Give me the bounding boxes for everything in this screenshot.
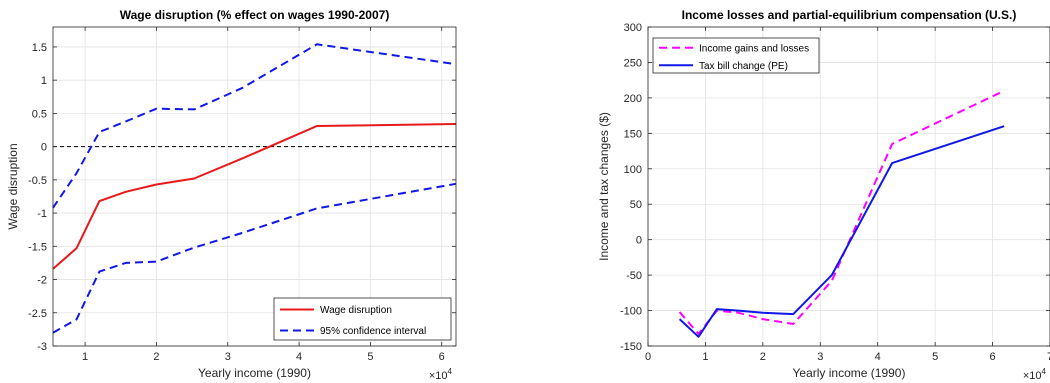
series-line-income-gains-and-losses bbox=[678, 89, 1005, 335]
y-tick-label: -2.5 bbox=[28, 308, 47, 320]
y-tick-label: -2 bbox=[37, 275, 47, 287]
y-tick-label: 300 bbox=[624, 22, 642, 34]
y-axis-label: Income and tax changes ($) bbox=[597, 112, 611, 261]
x-exponent-power: 4 bbox=[448, 367, 453, 376]
x-exponent-base: ×10 bbox=[1023, 370, 1042, 382]
legend-label-wage-disruption: Wage disruption bbox=[320, 305, 392, 316]
x-tick-label: 7 bbox=[1047, 351, 1050, 363]
y-tick-label: -0.5 bbox=[28, 175, 47, 187]
legend-box bbox=[652, 37, 820, 74]
x-tick-label: 4 bbox=[296, 351, 302, 363]
chart-title: Wage disruption (% effect on wages 1990-… bbox=[120, 8, 390, 22]
x-tick-label: 3 bbox=[817, 351, 823, 363]
x-tick-label: 6 bbox=[439, 351, 445, 363]
y-tick-label: 250 bbox=[624, 57, 642, 69]
x-tick-label: 2 bbox=[153, 351, 159, 363]
y-tick-label: 0 bbox=[41, 142, 47, 154]
tick-layer: 1 2 3 4 5 6 -3 -2.5 -2 -1.5 -1 -0.5 0 0.5 1 1.5 bbox=[28, 27, 456, 363]
legend-label-tax-bill: Tax bill change (PE) bbox=[699, 61, 788, 72]
legend: Wage disruption 95% confidence interval bbox=[273, 297, 452, 341]
series-layer bbox=[52, 43, 457, 334]
x-tick-label: 3 bbox=[225, 351, 231, 363]
series-line-tax-bill-change-pe bbox=[678, 125, 1005, 338]
y-tick-label: 200 bbox=[624, 93, 642, 105]
x-tick-label: 2 bbox=[760, 351, 766, 363]
y-tick-label: -1 bbox=[37, 208, 47, 220]
y-tick-label: 0 bbox=[636, 235, 642, 247]
legend: Income gains and losses Tax bill change … bbox=[652, 37, 820, 74]
x-tick-label: 1 bbox=[82, 351, 88, 363]
x-exponent-base: ×10 bbox=[429, 370, 448, 382]
plot-area bbox=[648, 27, 1050, 346]
y-axis-label: Wage disruption bbox=[6, 143, 20, 229]
y-tick-label: 1 bbox=[41, 75, 47, 87]
y-tick-label: 1.5 bbox=[32, 42, 47, 54]
x-axis-exponent: ×104 bbox=[429, 367, 453, 382]
y-tick-label: -3 bbox=[37, 341, 47, 353]
x-axis-label: Yearly income (1990) bbox=[793, 366, 906, 380]
x-tick-label: 4 bbox=[875, 351, 881, 363]
x-tick-label: 5 bbox=[932, 351, 938, 363]
x-tick-label: 6 bbox=[990, 351, 996, 363]
x-axis-label: Yearly income (1990) bbox=[198, 366, 311, 380]
axes-frame bbox=[647, 26, 1050, 347]
y-tick-label: 100 bbox=[624, 164, 642, 176]
y-tick-label: -1.5 bbox=[28, 241, 47, 253]
income-losses-chart: 0 1 2 3 4 5 6 7 -150 -100 -50 0 50 100 150 200 250 300 In… bbox=[597, 8, 1050, 382]
y-tick-label: -50 bbox=[626, 270, 642, 282]
wage-disruption-chart: 1 2 3 4 5 6 -3 -2.5 -2 -1.5 -1 -0.5 0 0.5 1 1.5 Wage di… bbox=[6, 8, 457, 382]
series-line-wage-disruption bbox=[52, 123, 457, 270]
x-tick-label: 1 bbox=[702, 351, 708, 363]
legend-box bbox=[273, 297, 452, 341]
y-tick-label: 50 bbox=[630, 199, 642, 211]
series-layer bbox=[678, 89, 1005, 338]
tick-layer: 0 1 2 3 4 5 6 7 -150 -100 -50 0 50 100 150 200 250 300 bbox=[620, 22, 1050, 363]
x-axis-exponent: ×104 bbox=[1023, 367, 1047, 382]
legend-label-income-gains: Income gains and losses bbox=[699, 43, 809, 54]
x-exponent-power: 4 bbox=[1042, 367, 1047, 376]
chart-title: Income losses and partial-equilibrium co… bbox=[682, 8, 1017, 22]
x-tick-label: 5 bbox=[367, 351, 373, 363]
x-tick-label: 0 bbox=[645, 351, 651, 363]
y-tick-label: -150 bbox=[620, 341, 642, 353]
series-line-confidence-interval-lower bbox=[52, 182, 457, 334]
y-tick-label: -100 bbox=[620, 306, 642, 318]
y-tick-label: 0.5 bbox=[32, 108, 47, 120]
series-line-95-confidence-interval bbox=[52, 43, 457, 209]
axes-frame bbox=[52, 26, 457, 347]
legend-label-confidence-interval: 95% confidence interval bbox=[320, 326, 426, 337]
y-tick-label: 150 bbox=[624, 128, 642, 140]
